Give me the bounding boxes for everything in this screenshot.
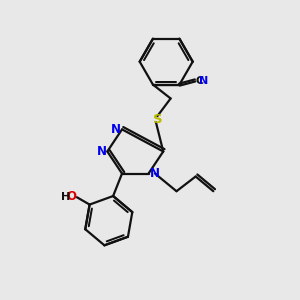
Text: C: C (195, 76, 203, 86)
Text: N: N (149, 167, 159, 180)
Text: O: O (67, 190, 76, 203)
Text: S: S (152, 113, 162, 126)
Text: N: N (199, 76, 208, 86)
Text: N: N (111, 123, 121, 136)
Text: N: N (96, 145, 106, 158)
Text: H: H (61, 192, 70, 202)
